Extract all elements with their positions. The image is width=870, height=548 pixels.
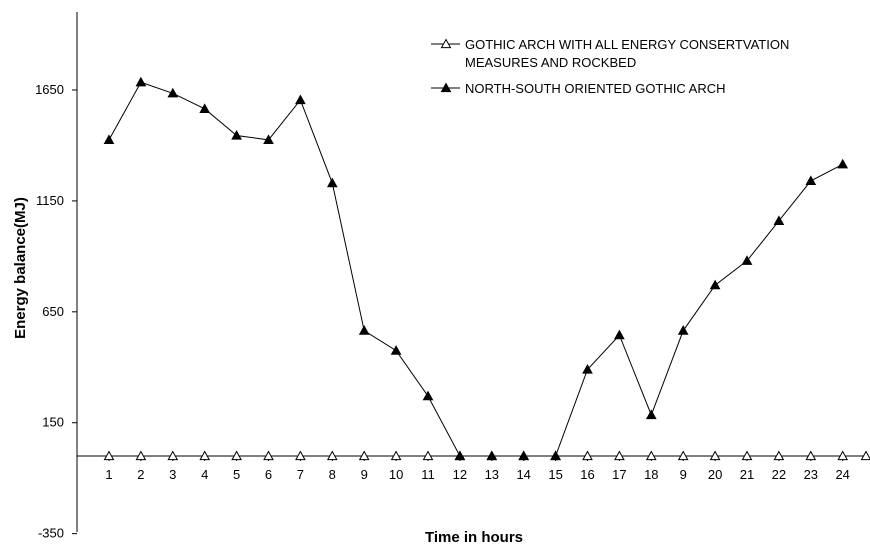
x-tick-label: 5 (233, 467, 240, 482)
data-point (709, 279, 721, 290)
data-point (103, 134, 115, 145)
x-tick-label: 20 (708, 467, 722, 482)
data-point (837, 158, 849, 169)
x-tick-label: 2 (137, 467, 144, 482)
x-tick-label: 23 (804, 467, 818, 482)
x-tick-label: 16 (580, 467, 594, 482)
x-tick-label: 11 (421, 467, 435, 482)
legend: GOTHIC ARCH WITH ALL ENERGY CONSERTVATIO… (431, 37, 789, 96)
data-point (645, 450, 657, 461)
legend-item-1: GOTHIC ARCH WITH ALL ENERGY CONSERTVATIO… (431, 37, 789, 70)
x-tick-label: 3 (169, 467, 176, 482)
data-point (486, 450, 498, 461)
data-point (358, 325, 370, 335)
x-tick-label: 6 (265, 467, 272, 482)
x-tick-label: 15 (548, 467, 562, 482)
data-point (805, 175, 817, 186)
legend-label: GOTHIC ARCH WITH ALL ENERGY CONSERTVATIO… (465, 37, 789, 52)
data-point (422, 390, 434, 401)
x-tick-label: 18 (644, 467, 658, 482)
data-point (837, 450, 849, 461)
y-axis-ticks: -350 150 650 1150 1650 (35, 82, 77, 541)
data-point (199, 103, 211, 113)
legend-item-2: NORTH-SOUTH ORIENTED GOTHIC ARCH (431, 81, 726, 96)
data-point (677, 325, 689, 335)
y-tick-label: 1150 (36, 193, 64, 208)
legend-marker (440, 82, 452, 93)
data-point (135, 76, 147, 87)
y-tick-label: -350 (38, 526, 64, 541)
x-tick-label: 13 (485, 467, 499, 482)
y-tick-label: 650 (42, 304, 64, 319)
data-point (390, 450, 402, 461)
x-tick-label: 7 (297, 467, 304, 482)
x-tick-label: 4 (201, 467, 208, 482)
x-tick-label: 9 (361, 467, 368, 482)
data-point (231, 129, 242, 140)
data-point (295, 94, 306, 105)
x-tick-label: 1 (105, 467, 112, 482)
x-axis-label: Time in hours (425, 529, 523, 546)
data-point (645, 409, 657, 420)
data-point (167, 450, 179, 461)
data-point (167, 87, 179, 98)
y-tick-label: 1650 (35, 82, 64, 97)
data-point (741, 255, 753, 265)
data-point (550, 450, 561, 461)
y-axis-label: Energy balance(MJ) (12, 197, 29, 339)
data-point (614, 450, 625, 461)
data-point (805, 450, 817, 461)
x-tick-label: 22 (772, 467, 786, 482)
x-tick-label: 14 (516, 467, 530, 482)
x-tick-label: 10 (389, 467, 403, 482)
series-2 (103, 76, 849, 461)
x-axis-ticks: 1 2 3 4 5 6 7 8 9 10 11 12 13 14 15 16 17 18 9 20 21 22 23 24 (105, 456, 850, 482)
legend-label: MEASURES AND ROCKBED (465, 55, 636, 70)
y-tick-label: 150 (42, 415, 64, 430)
series-line (108, 81, 843, 457)
x-tick-label: 12 (453, 467, 467, 482)
legend-marker (440, 38, 452, 49)
data-point (614, 329, 625, 340)
legend-label: NORTH-SOUTH ORIENTED GOTHIC ARCH (465, 81, 726, 96)
data-point (860, 450, 870, 461)
data-point (295, 450, 306, 461)
data-point (677, 450, 689, 461)
data-point (741, 450, 753, 461)
data-point (773, 215, 785, 225)
data-point (199, 450, 211, 461)
plot-area (103, 76, 870, 461)
data-point (582, 450, 593, 461)
data-point (135, 450, 147, 461)
data-point (263, 134, 274, 145)
data-point (390, 345, 402, 355)
data-point (709, 450, 721, 461)
data-point (422, 450, 434, 461)
data-point (326, 177, 338, 188)
data-point (582, 363, 593, 374)
x-tick-label: 9 (680, 467, 687, 482)
x-tick-label: 24 (835, 467, 849, 482)
data-point (263, 450, 274, 461)
data-point (231, 450, 242, 461)
data-point (518, 450, 530, 461)
data-point (454, 450, 466, 461)
data-point (358, 450, 370, 461)
x-tick-label: 17 (612, 467, 626, 482)
data-point (326, 450, 338, 461)
x-tick-label: 21 (740, 467, 754, 482)
x-tick-label: 8 (329, 467, 336, 482)
data-point (103, 450, 115, 461)
data-point (773, 450, 785, 461)
